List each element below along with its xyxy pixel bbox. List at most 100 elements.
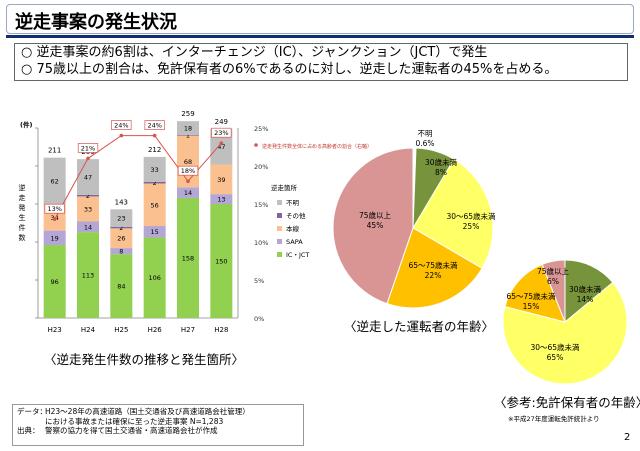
bar-segment [177,197,199,318]
y-axis-label-char: 逆 [19,183,26,192]
bar-segment [143,226,166,238]
share-label: 21% [81,144,95,152]
bar-value-label: 150 [215,258,227,266]
y-axis-label-char: 発 [19,203,26,212]
pie-slice [541,259,566,323]
pie-value: 6% [547,277,559,286]
summary-box: ○ 逆走事案の約6割は、インターチェンジ（IC）、ジャンクション（JCT）で発生… [14,43,628,81]
pie-value: 8% [435,168,447,177]
bar-segment [43,230,66,246]
summary-bullet-1: ○ 逆走事案の約6割は、インターチェンジ（IC）、ジャンクション（JCT）で発生 [21,45,488,60]
bar-segment [177,134,199,136]
pie-value: 25% [463,222,480,231]
y-axis-label-char: 走 [19,194,26,202]
pie-license-caption: 〈参考:免許保有者の年齢〉 [494,395,640,410]
bar-total-label: 249 [215,118,228,126]
pie-value: 45% [367,221,384,230]
legend-swatch [277,226,282,231]
bar-segment [110,254,133,318]
share-label-box [77,143,99,153]
bar-segment [110,228,133,249]
x-tick-label: H23 [48,326,62,334]
y2-tick-label: 15% [254,201,268,209]
footnote: ※平成27年度運転免許統計より [508,415,600,423]
page-title: 逆走事案の発生状況 [15,12,177,33]
x-tick-label: H24 [81,326,96,334]
bar-segment [77,232,99,318]
bar-chart-caption: 〈逆走発生件数の推移と発生箇所〉 [44,352,245,367]
x-tick-label: H25 [114,326,128,334]
legend-swatch [277,252,282,257]
title-bar: 逆走事案の発生状況 [6,4,634,34]
bar-value-label: 14 [84,223,92,231]
bar-value-label: 18 [184,125,192,133]
bar-value-label: 13 [217,196,225,204]
bar-value-label: 15 [151,228,159,236]
share-label-box [111,120,132,130]
legend-label: 本線 [286,224,300,233]
note-row: 出典： 警察の協力を得て国土交通省・高速道路会社が作成 [17,426,218,435]
bar-value-label: 113 [82,272,94,280]
bar-segment [177,121,199,135]
pie-slice [332,147,414,305]
pie-slice [412,147,417,229]
x-tick-label: H27 [181,326,195,334]
x-tick-label: H26 [148,326,163,334]
share-line-point [119,133,124,138]
bar-value-label: 68 [184,158,192,166]
pie-slice [412,158,494,269]
bar-segment [143,156,166,182]
share-line-point [186,179,190,183]
share-label-box [44,203,65,214]
pie-value: 65% [547,353,564,362]
bar-value-label: 39 [217,176,225,184]
bar-value-label: 2 [119,224,123,232]
pie-label: 30歳未満 [569,284,602,294]
pie-label: 30～65歳未満 [446,211,496,221]
share-label-box [177,165,199,176]
pie-value: 0.6% [415,139,434,148]
bar-segment [77,194,99,197]
pie-slice [564,259,614,324]
pie-slice [504,263,566,323]
share-line-point [86,156,90,161]
bar-total-label: 143 [115,198,128,206]
bar-segment [110,248,133,255]
bar-total-label: 212 [148,146,161,154]
pie-label: 65～75歳未満 [506,291,556,301]
bar-value-label: 47 [84,174,92,182]
y2-tick-label: 0% [254,315,264,323]
pie-label: 30歳未満 [425,157,458,167]
pie-value: 14% [577,295,594,304]
pie-slice [502,281,628,385]
y-axis-label-char: 数 [19,233,26,242]
share-line-point [52,217,57,221]
share-line [54,135,222,220]
share-label: 18% [181,167,195,175]
pie-label: 75歳以上 [359,210,392,220]
share-legend-label: 逆走発生件数全体に占める高齢者の割合（右軸） [262,143,372,150]
pie-label: 65～75歳未満 [408,260,458,270]
bar-segment [210,194,233,204]
bar-segment [110,226,133,229]
bar-total-label: 211 [48,147,61,155]
bar-value-label: 34 [51,214,59,222]
bar-total-label: 209 [81,148,94,156]
bar-segment [43,245,66,318]
legend-swatch [277,239,282,244]
pie-slice [412,147,455,229]
share-label-box [144,120,165,130]
bar-segment [143,183,166,227]
bar-segment [210,204,233,318]
y-axis-label-char: 生 [19,213,26,222]
y2-tick-label: 10% [254,239,268,247]
pie-driver-caption: 〈逆走した運転者の年齢〉 [344,319,495,334]
bar-value-label: 158 [182,254,194,262]
bar-value-label: 62 [51,178,59,186]
bar-value-label: 26 [117,235,125,243]
x-tick-label: H28 [214,326,228,334]
bar-value-label: 19 [51,234,59,242]
share-label: 24% [147,122,161,130]
legend-label: その他 [286,211,306,220]
bar-segment [43,157,66,205]
